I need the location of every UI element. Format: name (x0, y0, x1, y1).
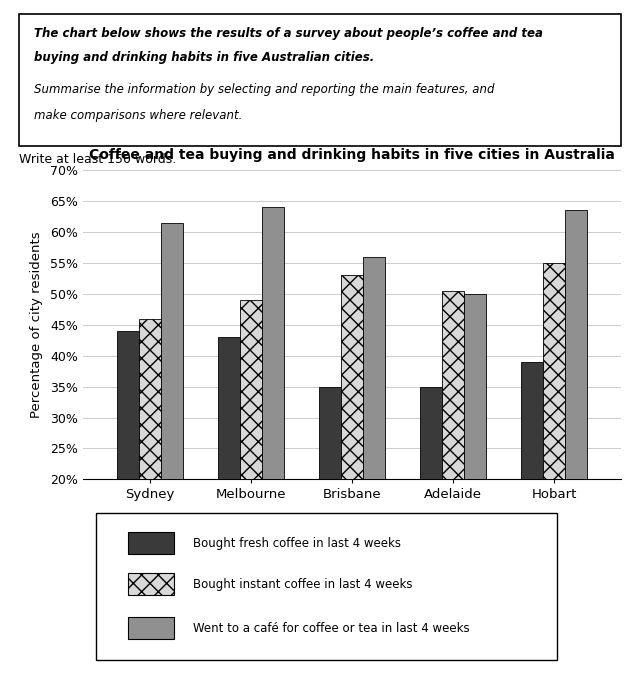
Bar (464, 294, 486, 603)
Bar (161, 222, 183, 603)
Text: Summarise the information by selecting and reporting the main features, and: Summarise the information by selecting a… (34, 82, 495, 96)
Text: Write at least 150 words.: Write at least 150 words. (19, 153, 177, 166)
Title: Coffee and tea buying and drinking habits in five cities in Australia: Coffee and tea buying and drinking habit… (89, 148, 615, 162)
Bar (565, 210, 588, 603)
Text: buying and drinking habits in five Australian cities.: buying and drinking habits in five Austr… (34, 51, 374, 64)
Bar (116, 331, 139, 603)
Text: Bought fresh coffee in last 4 weeks: Bought fresh coffee in last 4 weeks (193, 537, 401, 550)
Bar (341, 275, 363, 603)
Text: make comparisons where relevant.: make comparisons where relevant. (34, 109, 243, 122)
Bar (363, 256, 385, 603)
Text: Went to a café for coffee or tea in last 4 weeks: Went to a café for coffee or tea in last… (193, 622, 469, 634)
Text: The chart below shows the results of a survey about people’s coffee and tea: The chart below shows the results of a s… (34, 27, 543, 40)
Bar (128, 573, 174, 595)
Bar (218, 337, 240, 603)
Bar (262, 207, 284, 603)
Bar (442, 290, 464, 603)
Bar (319, 386, 341, 603)
Bar (128, 617, 174, 639)
Bar (420, 386, 442, 603)
Bar (139, 318, 161, 603)
Y-axis label: Percentage of city residents: Percentage of city residents (30, 231, 44, 418)
Bar (543, 263, 565, 603)
Text: Bought instant coffee in last 4 weeks: Bought instant coffee in last 4 weeks (193, 578, 412, 591)
Bar (521, 362, 543, 603)
Bar (128, 532, 174, 554)
Bar (240, 300, 262, 603)
